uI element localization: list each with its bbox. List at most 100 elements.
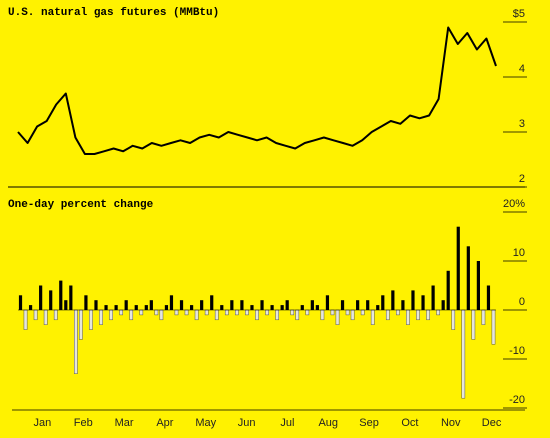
bar <box>18 295 23 310</box>
bar <box>275 309 279 321</box>
y-tick-label: 3 <box>519 118 525 130</box>
bar <box>224 309 229 316</box>
x-tick-label: Dec <box>482 417 502 429</box>
bar <box>189 305 194 310</box>
x-tick-label: Nov <box>441 417 461 429</box>
bar <box>416 309 420 321</box>
bar <box>204 309 209 316</box>
bar <box>149 300 153 310</box>
bar <box>220 305 224 310</box>
bar <box>49 290 53 310</box>
x-tick-label: Aug <box>318 417 338 429</box>
bar <box>23 309 28 330</box>
bar <box>431 285 435 310</box>
bar <box>184 309 189 316</box>
bar <box>461 309 466 399</box>
bar <box>370 309 375 325</box>
bar <box>476 261 480 310</box>
bar <box>330 309 335 316</box>
bar <box>255 309 259 321</box>
y-tick-label: -20 <box>509 394 525 406</box>
bar <box>240 300 244 310</box>
bar <box>89 309 93 330</box>
y-tick-label: -10 <box>509 345 525 357</box>
x-tick-label: May <box>195 417 216 429</box>
bar <box>396 309 400 316</box>
bar <box>295 309 300 321</box>
bar <box>144 305 148 310</box>
bar <box>345 309 350 316</box>
y-tick-label: 2 <box>519 173 525 185</box>
bar <box>335 309 340 325</box>
bar <box>491 309 496 345</box>
bar <box>124 300 128 310</box>
y-tick-label: 10 <box>513 247 525 259</box>
bar <box>154 309 159 316</box>
bar <box>481 309 486 325</box>
bar <box>486 285 491 310</box>
bar <box>104 305 108 310</box>
chart-title: U.S. natural gas futures (MMBtu) <box>8 7 219 19</box>
bar <box>28 305 33 310</box>
bar <box>79 309 83 340</box>
bar <box>210 295 214 310</box>
bar <box>43 309 48 325</box>
bar <box>119 309 123 316</box>
bar <box>164 305 169 310</box>
bar <box>360 309 365 316</box>
x-tick-label: Oct <box>401 417 418 429</box>
bar <box>33 309 38 321</box>
bar <box>451 309 456 330</box>
bar <box>441 300 445 310</box>
price-line <box>17 26 497 155</box>
x-tick-label: Sep <box>359 417 379 429</box>
bar <box>114 305 118 310</box>
bar <box>406 309 410 325</box>
bar <box>129 309 134 321</box>
bar <box>139 309 144 316</box>
bar <box>169 295 174 310</box>
bar <box>300 305 304 310</box>
bar <box>69 285 73 310</box>
y-tick-label: 4 <box>519 63 525 75</box>
bar <box>340 300 345 310</box>
bar <box>235 309 239 316</box>
bar <box>421 295 425 310</box>
bar <box>194 309 199 321</box>
x-tick-label: Feb <box>74 417 93 429</box>
bar <box>214 309 219 321</box>
bar <box>385 309 390 321</box>
bar <box>426 309 430 321</box>
bar <box>391 290 395 310</box>
x-tick-label: Jan <box>34 417 52 429</box>
bar <box>280 305 284 310</box>
bar <box>270 305 274 310</box>
x-tick-label: Apr <box>156 417 173 429</box>
bar <box>179 300 184 310</box>
bar <box>376 305 380 310</box>
bar <box>315 305 319 310</box>
bar <box>366 300 370 310</box>
bar <box>320 309 325 321</box>
bar <box>290 309 295 316</box>
bar <box>466 246 470 310</box>
y-tick-label: $5 <box>513 8 525 20</box>
y-tick-label: 0 <box>519 296 525 308</box>
bar <box>285 300 289 310</box>
bar <box>159 309 164 321</box>
bar <box>174 309 179 316</box>
bar <box>250 305 254 310</box>
bar <box>94 300 98 310</box>
bar <box>350 309 355 321</box>
bar <box>64 300 68 310</box>
bar <box>401 300 405 310</box>
bar <box>265 309 269 316</box>
bar <box>245 309 249 316</box>
bar <box>134 305 138 310</box>
bar <box>310 300 314 310</box>
bar <box>456 226 460 310</box>
bar <box>381 295 385 310</box>
bar <box>53 309 58 321</box>
bar <box>411 290 415 310</box>
